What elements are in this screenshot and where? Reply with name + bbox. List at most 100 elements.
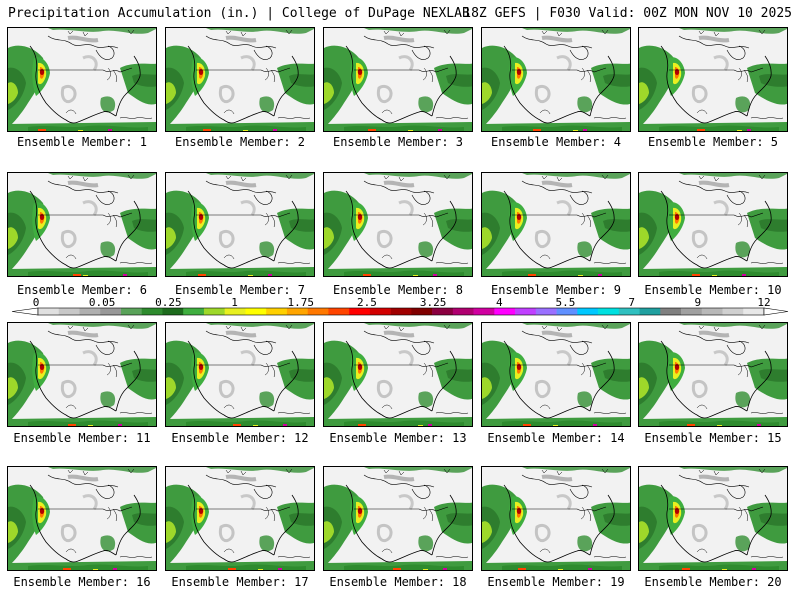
colorbar-tick-label: 1.75 xyxy=(287,296,314,309)
colorbar-swatch xyxy=(245,308,267,315)
colorbar-swatch xyxy=(369,308,391,315)
ensemble-member-map xyxy=(7,27,157,132)
precipitation-map-image xyxy=(482,467,630,570)
colorbar-swatch xyxy=(120,308,143,315)
colorbar-swatch xyxy=(328,308,350,315)
precipitation-map-image xyxy=(166,323,314,426)
ensemble-member-label: Ensemble Member: 8 xyxy=(332,283,464,297)
ensemble-member-map xyxy=(638,466,788,571)
map-title: Precipitation Accumulation (in.) | Colle… xyxy=(8,6,470,21)
ensemble-member-map xyxy=(165,27,315,132)
colorbar-swatch xyxy=(722,308,744,315)
colorbar-swatch xyxy=(515,308,537,315)
ensemble-member-label: Ensemble Member: 9 xyxy=(490,283,622,297)
colorbar-swatch xyxy=(349,308,371,315)
ensemble-member-label: Ensemble Member: 7 xyxy=(174,283,306,297)
ensemble-member-label: Ensemble Member: 15 xyxy=(644,431,782,445)
ensemble-member-label: Ensemble Member: 18 xyxy=(329,575,467,589)
precipitation-map-image xyxy=(482,173,630,276)
colorbar-swatch xyxy=(452,308,474,315)
precipitation-map-image xyxy=(324,173,472,276)
precipitation-map-image xyxy=(639,323,787,426)
colorbar-swatch xyxy=(162,308,184,315)
precipitation-map-image xyxy=(324,467,472,570)
colorbar-swatch xyxy=(598,308,620,315)
colorbar-swatch xyxy=(473,308,495,315)
colorbar-tick-label: 5.5 xyxy=(555,296,576,309)
colorbar-swatch xyxy=(390,308,412,315)
ensemble-member-map xyxy=(7,172,157,277)
colorbar-swatch xyxy=(494,308,516,315)
colorbar-swatch xyxy=(38,308,60,315)
ensemble-member-label: Ensemble Member: 17 xyxy=(171,575,309,589)
colorbar-tick-label: 9 xyxy=(694,296,702,309)
ensemble-member-label: Ensemble Member: 16 xyxy=(13,575,151,589)
ensemble-member-map xyxy=(481,322,631,427)
ensemble-member-map xyxy=(481,466,631,571)
ensemble-member-label: Ensemble Member: 11 xyxy=(13,431,151,445)
colorbar-swatch xyxy=(639,308,661,315)
ensemble-member-map xyxy=(323,466,473,571)
colorbar-scale xyxy=(11,307,789,316)
colorbar-tick-label: 0 xyxy=(32,296,40,309)
ensemble-member-label: Ensemble Member: 13 xyxy=(329,431,467,445)
precipitation-map-image xyxy=(324,323,472,426)
colorbar-swatch xyxy=(411,308,433,315)
colorbar-tick-label: 0.25 xyxy=(155,296,182,309)
colorbar-legend: 0 0.05 0.25 1 1.75 2.5 3.25 4 5.5 7 9 12 xyxy=(0,296,800,320)
colorbar-swatch xyxy=(660,308,682,315)
colorbar-swatch xyxy=(266,308,288,315)
ensemble-member-map xyxy=(323,322,473,427)
colorbar-swatch xyxy=(100,308,122,315)
ensemble-member-label: Ensemble Member: 10 xyxy=(644,283,782,297)
ensemble-member-map xyxy=(481,27,631,132)
ensemble-member-map xyxy=(638,172,788,277)
colorbar-swatch xyxy=(535,308,557,315)
ensemble-member-label: Ensemble Member: 4 xyxy=(490,135,622,149)
colorbar-min-arrow xyxy=(11,307,39,316)
ensemble-member-map xyxy=(165,322,315,427)
colorbar-tick-label: 1 xyxy=(231,296,238,309)
precipitation-map-image xyxy=(166,173,314,276)
colorbar-swatch xyxy=(577,308,599,315)
precipitation-map-image xyxy=(8,28,156,131)
colorbar-swatch xyxy=(681,308,703,315)
ensemble-member-label: Ensemble Member: 6 xyxy=(16,283,148,297)
precipitation-map-image xyxy=(639,467,787,570)
ensemble-member-map xyxy=(481,172,631,277)
colorbar-swatch xyxy=(183,308,205,315)
ensemble-member-map xyxy=(638,322,788,427)
run-valid-time: 18Z GEFS | F030 Valid: 00Z MON NOV 10 20… xyxy=(463,6,792,21)
ensemble-member-label: Ensemble Member: 12 xyxy=(171,431,309,445)
ensemble-member-map xyxy=(323,27,473,132)
precipitation-map-image xyxy=(482,28,630,131)
ensemble-member-label: Ensemble Member: 2 xyxy=(174,135,306,149)
colorbar-tick-label: 4 xyxy=(495,296,503,309)
colorbar-tick-label: 12 xyxy=(757,296,771,309)
precipitation-map-image xyxy=(8,467,156,570)
colorbar-swatch xyxy=(618,308,640,315)
colorbar-swatch xyxy=(743,308,765,315)
ensemble-member-map xyxy=(7,322,157,427)
ensemble-member-map xyxy=(165,466,315,571)
colorbar-tick-label: 2.5 xyxy=(356,296,377,309)
colorbar-tick-label: 3.25 xyxy=(419,296,447,309)
precipitation-map-image xyxy=(166,28,314,131)
colorbar-swatch xyxy=(224,308,246,315)
ensemble-member-label: Ensemble Member: 14 xyxy=(487,431,625,445)
colorbar-swatch xyxy=(701,308,723,315)
colorbar-swatch xyxy=(141,308,163,315)
precipitation-map-image xyxy=(166,467,314,570)
colorbar-tick-label: 7 xyxy=(628,296,635,309)
ensemble-member-map xyxy=(638,27,788,132)
ensemble-member-map xyxy=(7,466,157,571)
colorbar-swatch xyxy=(307,308,329,315)
colorbar-swatch xyxy=(432,308,454,315)
ensemble-member-map xyxy=(165,172,315,277)
precipitation-map-image xyxy=(8,323,156,426)
ensemble-member-label: Ensemble Member: 19 xyxy=(487,575,625,589)
colorbar-tick-label: 0.05 xyxy=(88,296,116,309)
ensemble-member-label: Ensemble Member: 1 xyxy=(16,135,148,149)
precipitation-map-image xyxy=(324,28,472,131)
ensemble-member-map xyxy=(323,172,473,277)
